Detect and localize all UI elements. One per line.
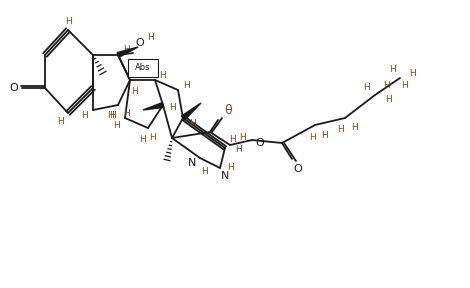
Text: H: H (385, 96, 392, 105)
Text: H: H (408, 69, 415, 77)
Text: H: H (183, 81, 189, 90)
Text: H: H (202, 168, 208, 177)
Text: H: H (230, 135, 236, 145)
Text: H: H (170, 103, 176, 113)
Text: H: H (321, 130, 329, 139)
Polygon shape (143, 103, 164, 110)
Text: H: H (239, 132, 245, 141)
Text: H: H (337, 126, 344, 134)
Text: H: H (160, 71, 166, 79)
Text: H: H (108, 111, 114, 120)
Text: O: O (9, 83, 18, 93)
Text: O: O (256, 138, 264, 148)
Text: H: H (65, 16, 71, 26)
Text: H: H (384, 81, 391, 90)
Text: O: O (294, 164, 302, 174)
Text: H: H (149, 134, 157, 143)
FancyBboxPatch shape (128, 59, 158, 77)
Text: H: H (110, 111, 117, 120)
Text: H: H (123, 46, 129, 54)
Text: H: H (402, 82, 408, 90)
Text: H: H (114, 122, 120, 130)
Text: O: O (136, 38, 144, 48)
Text: H: H (140, 135, 146, 145)
Text: H: H (56, 117, 63, 126)
Text: H: H (82, 111, 88, 120)
Text: H: H (309, 132, 315, 141)
Text: H: H (364, 82, 370, 92)
Text: N: N (188, 158, 196, 168)
Text: H: H (123, 109, 129, 118)
Text: H: H (389, 65, 395, 75)
Polygon shape (117, 47, 138, 57)
Text: N: N (221, 171, 229, 181)
Text: H: H (147, 33, 153, 41)
Text: H: H (189, 118, 196, 128)
Polygon shape (181, 103, 201, 120)
Text: θ: θ (224, 103, 232, 117)
Text: H: H (352, 124, 359, 132)
Text: H: H (132, 88, 138, 96)
Text: H: H (235, 145, 242, 154)
Text: Abs: Abs (135, 63, 151, 73)
Text: H: H (227, 163, 234, 172)
